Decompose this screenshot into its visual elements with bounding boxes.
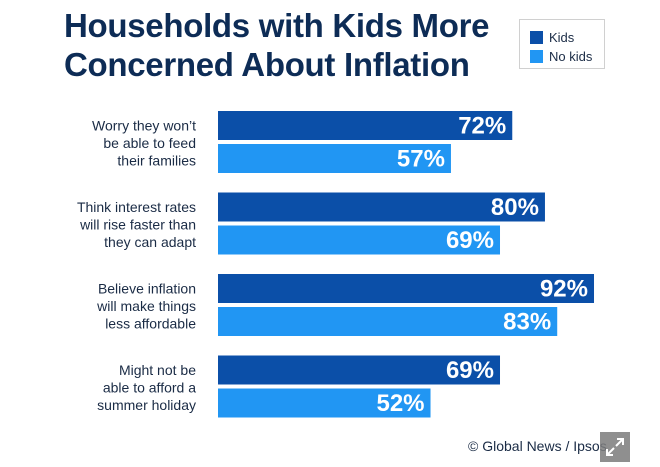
bar-no-kids-2: [218, 307, 558, 336]
category-label-1-line-1: will rise faster than: [79, 217, 196, 233]
legend-item-no-kids: No kids: [530, 48, 592, 64]
bar-kids-2: [218, 274, 595, 303]
value-label-no-kids-0: 57%: [397, 146, 445, 173]
legend-swatch-kids: [530, 30, 543, 44]
legend-label-no-kids: No kids: [549, 48, 593, 64]
category-label-0-line-2: their families: [117, 153, 196, 169]
value-label-kids-2: 92%: [540, 276, 588, 303]
category-label-3-line-0: Might not be: [119, 362, 196, 378]
source-credit: © Global News / Ipsos: [468, 438, 607, 454]
category-label-2-line-2: less affordable: [105, 316, 196, 332]
category-label-2-line-0: Believe inflation: [98, 281, 196, 297]
category-label-1-line-0: Think interest rates: [77, 199, 196, 215]
value-label-no-kids-2: 83%: [503, 309, 551, 336]
category-label-2-line-1: will make things: [96, 298, 196, 314]
category-label-0-line-0: Worry they won’t: [92, 118, 196, 134]
expand-icon-glyph: [606, 438, 624, 456]
expand-icon[interactable]: [600, 432, 630, 462]
legend-label-kids: Kids: [549, 29, 575, 45]
chart-title-line-1: Households with Kids More: [64, 7, 490, 44]
category-label-3-line-2: summer holiday: [97, 397, 196, 413]
value-label-kids-0: 72%: [458, 113, 506, 140]
chart-title-line-2: Concerned About Inflation: [64, 46, 470, 83]
value-label-kids-3: 69%: [446, 357, 494, 384]
bar-kids-0: [218, 111, 513, 140]
bar-kids-3: [218, 355, 501, 385]
bar-kids-1: [218, 192, 545, 222]
bar-no-kids-1: [218, 225, 501, 255]
bar-no-kids-3: [218, 388, 431, 418]
bar-no-kids-0: [218, 144, 451, 173]
legend-item-kids: Kids: [530, 29, 574, 45]
chart-title: Households with Kids More Concerned Abou…: [64, 6, 504, 84]
category-label-0-line-1: be able to feed: [103, 135, 196, 151]
value-label-no-kids-3: 52%: [376, 390, 424, 417]
value-label-no-kids-1: 69%: [446, 227, 494, 254]
category-label-3-line-1: able to afford a: [103, 380, 196, 396]
category-label-1-line-2: they can adapt: [104, 234, 196, 250]
legend-swatch-no-kids: [530, 49, 543, 63]
value-label-kids-1: 80%: [491, 194, 539, 221]
legend: Kids No kids: [519, 19, 605, 69]
